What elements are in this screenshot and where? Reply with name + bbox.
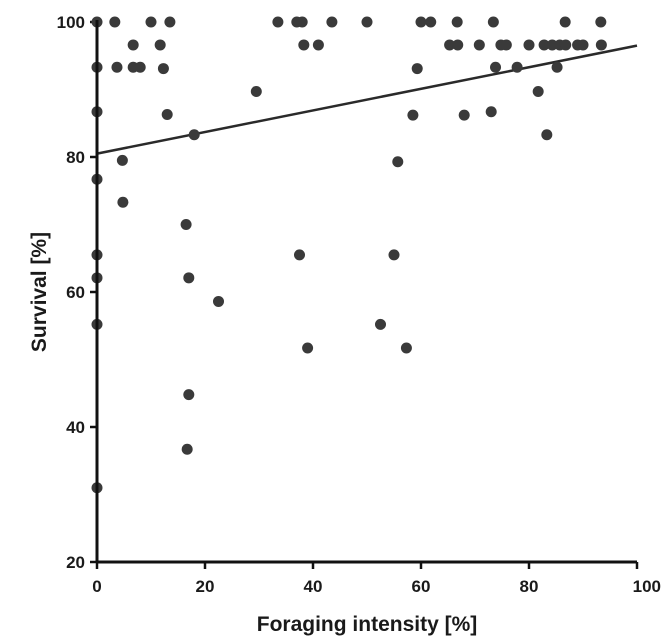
- data-point: [407, 109, 419, 121]
- data-point: [560, 39, 572, 51]
- y-tick-label: 60: [66, 283, 85, 302]
- x-tick-label: 100: [633, 577, 661, 596]
- x-tick-label: 0: [92, 577, 101, 596]
- data-point: [302, 342, 314, 354]
- trend-line: [96, 44, 638, 155]
- data-point: [298, 39, 310, 51]
- data-point: [272, 16, 284, 28]
- data-point: [532, 86, 544, 98]
- data-point: [451, 16, 463, 28]
- data-point: [559, 16, 571, 28]
- data-point: [458, 109, 470, 121]
- data-point: [116, 154, 128, 166]
- x-tick-label: 20: [196, 577, 215, 596]
- data-point: [425, 16, 437, 28]
- data-point: [400, 342, 412, 354]
- data-point: [294, 249, 305, 261]
- data-point: [415, 16, 427, 28]
- data-point: [296, 16, 308, 28]
- data-point: [183, 272, 195, 284]
- data-point: [213, 295, 224, 307]
- x-axis-ticks: 0 20 40 60 80 100: [92, 562, 661, 596]
- data-point: [444, 39, 456, 51]
- data-point: [595, 39, 607, 51]
- data-point: [361, 16, 373, 28]
- data-point: [490, 61, 502, 73]
- x-tick-label: 40: [304, 577, 323, 596]
- data-point: [411, 63, 423, 75]
- x-tick-label: 80: [520, 577, 539, 596]
- data-point: [312, 39, 324, 51]
- data-point: [473, 39, 485, 51]
- data-point: [546, 39, 558, 51]
- x-axis-title: Foraging intensity [%]: [257, 613, 478, 636]
- data-point: [485, 106, 497, 118]
- data-point: [375, 318, 386, 330]
- y-tick-label: 20: [66, 553, 85, 572]
- data-point: [154, 39, 166, 51]
- y-tick-label: 100: [57, 13, 85, 32]
- data-point: [164, 16, 176, 28]
- data-point: [180, 219, 192, 230]
- y-axis-title: Survival [%]: [28, 232, 51, 352]
- data-point: [595, 16, 607, 28]
- data-point: [388, 249, 400, 261]
- data-point: [577, 39, 589, 51]
- data-point: [111, 61, 123, 73]
- data-point: [511, 61, 523, 73]
- data-point: [392, 156, 404, 168]
- data-point: [117, 196, 129, 208]
- data-point: [188, 129, 200, 141]
- data-point: [326, 16, 338, 28]
- data-point: [551, 61, 563, 73]
- data-point: [538, 39, 550, 51]
- data-point: [541, 129, 553, 141]
- data-point: [452, 39, 464, 51]
- y-tick-label: 80: [66, 148, 85, 167]
- data-point: [127, 39, 139, 51]
- data-point: [250, 86, 262, 98]
- data-point: [157, 63, 169, 75]
- data-point: [183, 389, 195, 401]
- y-axis-ticks: 20 40 60 80 100: [57, 13, 97, 572]
- data-point: [523, 39, 535, 51]
- y-tick-label: 40: [66, 418, 85, 437]
- data-point: [145, 16, 157, 28]
- data-point: [181, 443, 193, 455]
- data-point: [161, 108, 173, 120]
- data-points: [91, 16, 607, 494]
- data-point: [134, 61, 146, 73]
- data-point: [487, 16, 499, 28]
- x-tick-label: 60: [412, 577, 431, 596]
- data-point: [500, 39, 512, 51]
- data-point: [109, 16, 121, 28]
